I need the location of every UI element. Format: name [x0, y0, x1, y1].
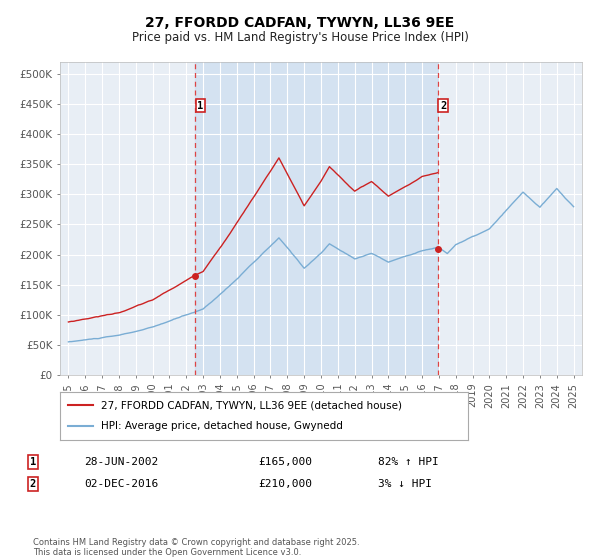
Text: 1: 1 [30, 457, 36, 467]
Text: 2: 2 [30, 479, 36, 489]
Text: HPI: Average price, detached house, Gwynedd: HPI: Average price, detached house, Gwyn… [101, 421, 343, 431]
Text: 2: 2 [440, 101, 446, 111]
Text: 27, FFORDD CADFAN, TYWYN, LL36 9EE: 27, FFORDD CADFAN, TYWYN, LL36 9EE [145, 16, 455, 30]
Text: Price paid vs. HM Land Registry's House Price Index (HPI): Price paid vs. HM Land Registry's House … [131, 31, 469, 44]
Text: £165,000: £165,000 [258, 457, 312, 467]
Text: £210,000: £210,000 [258, 479, 312, 489]
Bar [194, 62, 437, 375]
Text: Contains HM Land Registry data © Crown copyright and database right 2025.
This d: Contains HM Land Registry data © Crown c… [33, 538, 359, 557]
Text: 28-JUN-2002: 28-JUN-2002 [84, 457, 158, 467]
Text: 3% ↓ HPI: 3% ↓ HPI [378, 479, 432, 489]
Text: 27, FFORDD CADFAN, TYWYN, LL36 9EE (detached house): 27, FFORDD CADFAN, TYWYN, LL36 9EE (deta… [101, 400, 402, 410]
Text: 1: 1 [197, 101, 203, 111]
Text: 82% ↑ HPI: 82% ↑ HPI [378, 457, 439, 467]
Text: 02-DEC-2016: 02-DEC-2016 [84, 479, 158, 489]
